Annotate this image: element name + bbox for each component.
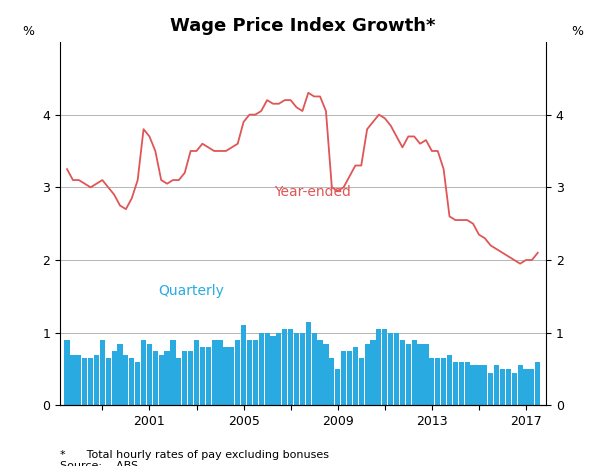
Bar: [247, 340, 252, 405]
Bar: [535, 362, 541, 405]
Bar: [500, 369, 505, 405]
Bar: [311, 333, 317, 405]
Bar: [382, 329, 388, 405]
Bar: [147, 343, 152, 405]
Bar: [64, 340, 70, 405]
Bar: [494, 365, 499, 405]
Bar: [406, 343, 411, 405]
Bar: [365, 343, 370, 405]
Bar: [70, 355, 76, 405]
Bar: [241, 325, 246, 405]
Bar: [288, 329, 293, 405]
Bar: [470, 365, 476, 405]
Bar: [158, 355, 164, 405]
Bar: [76, 355, 82, 405]
Bar: [347, 351, 352, 405]
Bar: [176, 358, 181, 405]
Bar: [435, 358, 440, 405]
Bar: [112, 351, 117, 405]
Bar: [88, 358, 93, 405]
Bar: [206, 347, 211, 405]
Bar: [276, 333, 281, 405]
Bar: [106, 358, 111, 405]
Bar: [447, 355, 452, 405]
Bar: [488, 373, 493, 405]
Bar: [453, 362, 458, 405]
Text: *      Total hourly rates of pay excluding bonuses: * Total hourly rates of pay excluding bo…: [60, 450, 329, 459]
Bar: [370, 340, 376, 405]
Bar: [529, 369, 535, 405]
Bar: [135, 362, 140, 405]
Bar: [253, 340, 258, 405]
Bar: [424, 343, 428, 405]
Bar: [441, 358, 446, 405]
Bar: [335, 369, 340, 405]
Bar: [359, 358, 364, 405]
Bar: [100, 340, 105, 405]
Bar: [512, 373, 517, 405]
Bar: [317, 340, 323, 405]
Bar: [506, 369, 511, 405]
Bar: [118, 343, 122, 405]
Bar: [329, 358, 334, 405]
Bar: [523, 369, 529, 405]
Bar: [282, 329, 287, 405]
Bar: [376, 329, 382, 405]
Bar: [188, 351, 193, 405]
Text: %: %: [572, 25, 584, 38]
Bar: [194, 340, 199, 405]
Bar: [223, 347, 229, 405]
Text: Year-ended: Year-ended: [274, 185, 351, 199]
Bar: [124, 355, 128, 405]
Bar: [341, 351, 346, 405]
Bar: [259, 333, 264, 405]
Bar: [164, 351, 170, 405]
Bar: [170, 340, 176, 405]
Bar: [271, 336, 275, 405]
Bar: [323, 343, 329, 405]
Bar: [482, 365, 487, 405]
Bar: [394, 333, 399, 405]
Bar: [388, 333, 393, 405]
Text: Source:    ABS: Source: ABS: [60, 461, 138, 466]
Bar: [400, 340, 405, 405]
Bar: [94, 355, 99, 405]
Bar: [353, 347, 358, 405]
Bar: [300, 333, 305, 405]
Bar: [182, 351, 187, 405]
Bar: [464, 362, 470, 405]
Bar: [141, 340, 146, 405]
Bar: [235, 340, 240, 405]
Title: Wage Price Index Growth*: Wage Price Index Growth*: [170, 17, 436, 35]
Bar: [476, 365, 482, 405]
Bar: [217, 340, 223, 405]
Bar: [418, 343, 422, 405]
Bar: [212, 340, 217, 405]
Text: Quarterly: Quarterly: [158, 283, 224, 298]
Text: %: %: [22, 25, 34, 38]
Bar: [82, 358, 88, 405]
Bar: [129, 358, 134, 405]
Bar: [458, 362, 464, 405]
Bar: [229, 347, 235, 405]
Bar: [518, 365, 523, 405]
Bar: [294, 333, 299, 405]
Bar: [412, 340, 417, 405]
Bar: [265, 333, 269, 405]
Bar: [306, 322, 311, 405]
Bar: [153, 351, 158, 405]
Bar: [429, 358, 434, 405]
Bar: [200, 347, 205, 405]
